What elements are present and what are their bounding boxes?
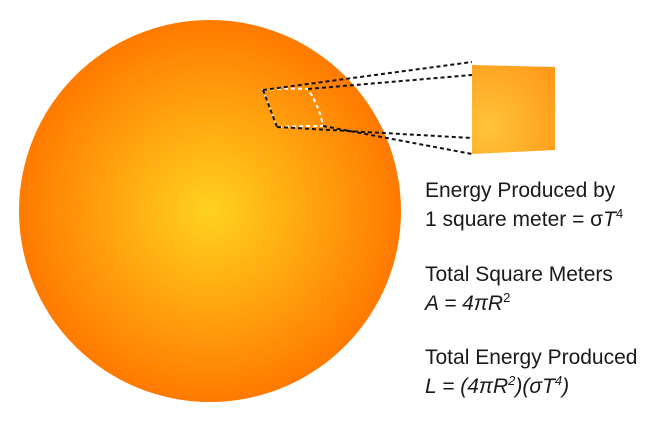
formula-exponent-t: 4 <box>554 373 563 388</box>
formula-open: = (4π <box>436 375 493 398</box>
formula-mid: )(σ <box>515 375 543 398</box>
magnified-patch <box>472 65 555 154</box>
formula-prefix: 1 square meter = σ <box>425 208 604 231</box>
section-heading: Total Square Meters <box>425 263 613 286</box>
section-heading: Energy Produced by <box>425 179 616 202</box>
formula-close: ) <box>562 375 570 398</box>
formula-lhs: A <box>425 292 439 315</box>
projection-line-lower <box>276 126 473 139</box>
formula-variable: T <box>603 208 616 231</box>
surface-area-formula: A = 4πR2 <box>425 289 613 318</box>
formula-variable-t: T <box>542 375 555 398</box>
total-energy-produced: Total Energy Produced L = (4πR2)(σT4) <box>425 343 637 401</box>
formula-equals: = 4π <box>438 292 488 315</box>
star-sphere <box>19 20 401 402</box>
formula-exponent: 2 <box>503 290 511 305</box>
projection-lines <box>262 61 473 155</box>
energy-per-square-meter-formula: 1 square meter = σT4 <box>425 205 623 234</box>
formula-exponent-r: 2 <box>508 373 516 388</box>
projection-line-top <box>262 61 473 91</box>
formula-exponent: 4 <box>615 206 624 221</box>
formula-variable: R <box>487 292 504 315</box>
section-heading: Total Energy Produced <box>425 346 638 369</box>
formula-variable-r: R <box>493 375 509 398</box>
luminosity-formula: L = (4πR2)(σT4) <box>425 372 637 401</box>
energy-per-square-meter: Energy Produced by 1 square meter = σT4 <box>425 176 623 234</box>
total-square-meters: Total Square Meters A = 4πR2 <box>425 260 613 318</box>
projection-line-bottom <box>322 125 473 155</box>
formula-lhs: L <box>425 375 437 398</box>
